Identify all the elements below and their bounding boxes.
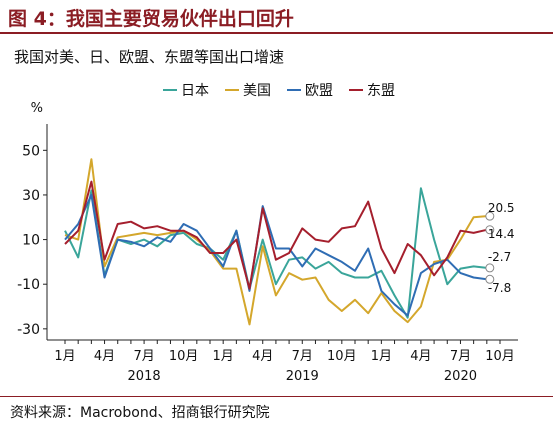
chart-title: 我国对美、日、欧盟、东盟等国出口增速: [14, 48, 285, 66]
legend-swatch-usa: [225, 89, 239, 91]
source-rule: [0, 396, 553, 397]
x-tick-label: 1月: [213, 349, 234, 364]
series-line-usa: [64, 158, 487, 326]
x-tick-label: 4月: [410, 349, 431, 364]
legend-label-japan: 日本: [181, 83, 209, 99]
figure-title: 图 4：我国主要贸易伙伴出口回升: [8, 8, 294, 30]
x-tick-label: 7月: [450, 349, 471, 364]
legend-swatch-japan: [163, 89, 177, 91]
end-value-label: -2.7: [488, 250, 511, 264]
end-marker: [485, 211, 495, 221]
x-tick-label: 4月: [94, 349, 115, 364]
legend-label-asean: 东盟: [367, 83, 395, 99]
legend-label-eu: 欧盟: [305, 83, 333, 99]
x-tick-label: 4月: [252, 349, 273, 364]
source-note: 资料来源：Macrobond、招商银行研究院: [10, 405, 270, 421]
y-tick-label: -30: [17, 322, 40, 338]
legend-swatch-eu: [287, 89, 301, 91]
end-marker: [485, 225, 495, 235]
legend-label-usa: 美国: [243, 83, 271, 99]
year-label: 2020: [444, 369, 477, 384]
x-tick-label: 1月: [371, 349, 392, 364]
legend-item-usa: 美国: [225, 80, 271, 100]
y-tick-label: 50: [22, 143, 40, 159]
x-tick-label: 10月: [327, 349, 357, 364]
legend-item-japan: 日本: [163, 80, 209, 100]
y-tick-label: 30: [22, 188, 40, 204]
year-label: 2018: [128, 369, 161, 384]
x-tick-label: 10月: [485, 349, 515, 364]
x-tick-label: 10月: [169, 349, 199, 364]
x-tick-label: 1月: [54, 349, 75, 364]
export-growth-chart: % -30 -10 10 30 50 1月 4月 7月 10月 1月 4月 7月 10月 1月 4月 7月 10月…: [17, 101, 518, 384]
series-line-asean: [64, 180, 488, 290]
end-marker: [485, 263, 495, 273]
x-tick-label: 7月: [292, 349, 313, 364]
end-value-label: -7.8: [488, 281, 511, 295]
end-value-label: 20.5: [488, 201, 515, 215]
x-tick-label: 7月: [133, 349, 154, 364]
legend-item-asean: 东盟: [349, 80, 395, 100]
year-label: 2019: [286, 369, 319, 384]
series-line-eu: [64, 193, 487, 317]
y-tick-label: 10: [22, 233, 40, 249]
end-value-label: 14.4: [488, 227, 515, 241]
title-rule: [0, 32, 553, 34]
y-tick-label: -10: [17, 277, 40, 293]
end-marker: [485, 274, 495, 284]
legend-swatch-asean: [349, 89, 363, 91]
legend-item-eu: 欧盟: [287, 80, 333, 100]
legend: 日本 美国 欧盟 东盟: [163, 80, 395, 100]
y-axis-label: %: [31, 101, 43, 116]
